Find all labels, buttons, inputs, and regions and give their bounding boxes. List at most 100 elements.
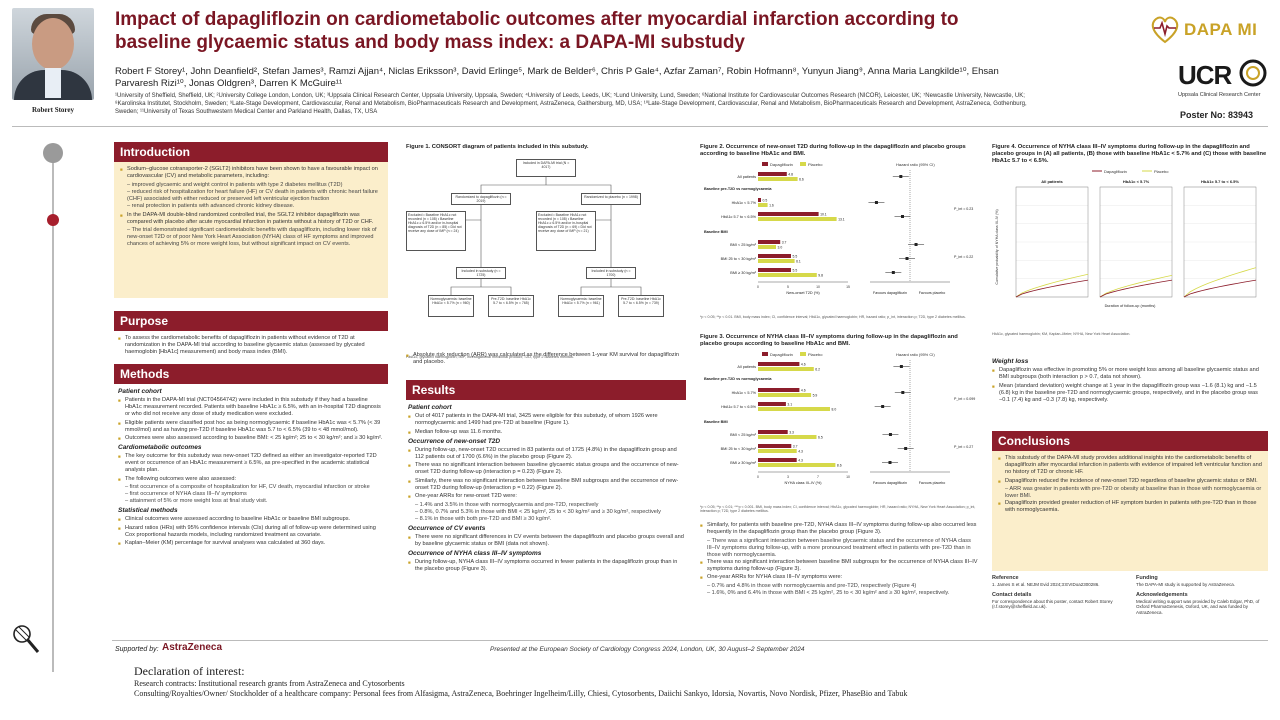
fig2-bar-placebo bbox=[758, 245, 776, 249]
results-bullet-7: There were no significant differences in… bbox=[408, 534, 684, 548]
fig3-p-int-1: P_int = 0.099 bbox=[954, 397, 975, 401]
figure-1: Figure 1. CONSORT diagram of patients in… bbox=[406, 144, 686, 359]
fig3-bar-dapa bbox=[758, 362, 800, 366]
funding-heading: Funding bbox=[1136, 575, 1158, 581]
fig4-km-placebo bbox=[1099, 274, 1173, 298]
figure-3-chart: Dapagliflozin Placebo Hazard ratio (95% CI… bbox=[704, 352, 975, 485]
reference-text: 1. James S et al. NEJM Evid 2024;3:EVIDo… bbox=[992, 581, 1100, 587]
fig2-bar-placebo-label: 13.1 bbox=[838, 218, 845, 222]
fig2-bar-dapa-label: 5.5 bbox=[793, 255, 798, 259]
arr-note: Absolute risk reduction (ARR) was calcul… bbox=[406, 352, 686, 366]
conclusions-bullet-1: This substudy of the DAPA-MI study provi… bbox=[998, 455, 1262, 476]
fig4-panel-title: All patients bbox=[1041, 179, 1063, 184]
fig3-bullet-2: There was no significant interaction bet… bbox=[700, 559, 980, 573]
left-rail-line bbox=[52, 152, 54, 672]
consort-excl-placebo: Excluded • Baseline HbA1c not recorded (… bbox=[536, 211, 596, 251]
consort-pre-placebo: Pre-T2D: baseline HbA1c 5.7 to < 6.5% (n… bbox=[618, 295, 664, 317]
intro-sub-1b: – reduced risk of hospitalization for he… bbox=[127, 188, 378, 202]
fig3-bar-placebo-label: 4.3 bbox=[798, 450, 803, 454]
fig3-fav-dapa: Favours dapagliflozin bbox=[873, 481, 907, 485]
fig2-x-tick: 5 bbox=[787, 285, 789, 289]
fig4-panel-frame bbox=[1183, 186, 1257, 298]
results-subhead-cv: Occurrence of CV events bbox=[408, 524, 486, 532]
weight-bullet-2: Mean (standard deviation) weight change … bbox=[992, 383, 1268, 404]
fig3-bullet-3: One-year ARRs for NYHA class III–IV symp… bbox=[700, 574, 980, 581]
fig2-bar-placebo bbox=[758, 259, 795, 263]
conclusions-bullet-2: Dapagliflozin reduced the incidence of n… bbox=[998, 478, 1262, 485]
intro-sub-1a: – improved glycaemic and weight control … bbox=[127, 181, 343, 188]
fig2-bar-placebo bbox=[758, 273, 817, 277]
methods-bullet-1: Patients in the DAPA-MI trial (NCT045647… bbox=[118, 397, 384, 418]
results-bullet-5: Similarly, there was no significant inte… bbox=[408, 478, 684, 492]
fig4-x-label: Duration of follow-up (months) bbox=[1105, 304, 1157, 308]
arr-note-block: Absolute risk reduction (ARR) was calcul… bbox=[406, 352, 686, 368]
fig3-row-label: HbA1c < 5.7% bbox=[732, 391, 757, 395]
fig2-p-int-2: P_int = 0.22 bbox=[954, 255, 973, 259]
poster-number: Poster No: 83943 bbox=[1180, 110, 1254, 120]
microphone-icon bbox=[13, 625, 40, 653]
fig3-row-label: BMI < 25 kg/m² bbox=[730, 433, 757, 437]
fig2-x-tick: 10 bbox=[816, 285, 820, 289]
fig2-x-tick: 0 bbox=[757, 285, 759, 289]
fig2-bar-placebo bbox=[758, 177, 798, 181]
consort-norm-placebo: Normoglycaemia: baseline HbA1c < 5.7% (n… bbox=[558, 295, 604, 317]
fig2-bar-dapa bbox=[758, 254, 791, 258]
fig3-sub-1a: – There was a significant interaction be… bbox=[707, 537, 971, 558]
fig2-bar-dapa bbox=[758, 212, 819, 216]
fig3-group-bmi: Baseline BMI bbox=[704, 420, 728, 424]
fig2-bar-placebo bbox=[758, 203, 768, 207]
fig3-fav-placebo: Favours placebo bbox=[919, 481, 946, 485]
fig2-row-label: BMI < 25 kg/m² bbox=[730, 243, 757, 247]
fig4-panel-title: HbA1c 5.7 to < 6.5% bbox=[1201, 179, 1239, 184]
fig3-hr-point bbox=[881, 405, 885, 408]
fig2-hr-point bbox=[900, 215, 904, 218]
purpose-heading: Purpose bbox=[114, 311, 388, 331]
consort-norm-dapa: Normoglycaemia: baseline HbA1c < 5.7% (n… bbox=[428, 295, 474, 317]
intro-sub-1c: – renal protection in patients with adva… bbox=[127, 202, 295, 209]
fig3-bar-placebo bbox=[758, 407, 830, 411]
fig3-bar-placebo bbox=[758, 449, 797, 453]
conclusions-heading: Conclusions bbox=[992, 431, 1268, 451]
supported-by-label: Supported by: bbox=[115, 646, 159, 653]
declaration-heading: Declaration of interest: bbox=[134, 664, 245, 678]
results-subhead-cohort: Patient cohort bbox=[408, 404, 452, 411]
declaration-line-2: Consulting/Royalties/Owner/ Stockholder … bbox=[134, 689, 908, 698]
results-bullet-8: During follow-up, NYHA class III–IV symp… bbox=[408, 559, 684, 573]
fig2-bar-dapa-label: 4.8 bbox=[788, 173, 793, 177]
fig3-x-tick: 0 bbox=[757, 475, 759, 479]
results-subhead-nyha: Occurrence of NYHA class III–IV symptoms bbox=[408, 549, 542, 557]
fig3-x-tick: 10 bbox=[846, 475, 850, 479]
intro-bullet-2: In the DAPA-MI double-blind randomized c… bbox=[120, 212, 382, 226]
fig4-legend-dapa: Dapagliflozin bbox=[1104, 169, 1127, 174]
figure-2-chart: Dapagliflozin Placebo Hazard ratio (95% CI… bbox=[704, 162, 973, 295]
fig3-bar-placebo bbox=[758, 367, 814, 371]
consort-pre-dapa: Pre-T2D: baseline HbA1c 5.7 to < 6.5% (n… bbox=[488, 295, 534, 317]
ucr-logo-subtitle: Uppsala Clinical Research Center bbox=[1178, 92, 1261, 98]
fig3-hr-point bbox=[888, 433, 892, 436]
introduction-heading: Introduction bbox=[114, 142, 388, 162]
fig3-bar-dapa bbox=[758, 444, 792, 448]
methods-bullet-8: Kaplan–Meier (KM) percentage for surviva… bbox=[118, 540, 384, 547]
fig3-sub-3b: – 1.6%, 0% and 6.4% in those with BMI < … bbox=[707, 589, 950, 596]
fig2-legend-dapa-swatch bbox=[762, 162, 768, 166]
results-subhead-t2d: Occurrence of new-onset T2D bbox=[408, 437, 501, 445]
fig2-hr-point bbox=[891, 271, 895, 274]
results-bullet-3: During follow-up, new-onset T2D occurred… bbox=[408, 447, 684, 461]
fig3-bar-placebo-label: 6.5 bbox=[818, 436, 823, 440]
consort-diagram: Included in DAPA-MI trial (N = 4017) Ran… bbox=[406, 155, 686, 345]
fig3-bar-dapa-label: 3.7 bbox=[793, 445, 798, 449]
author-list: Robert F Storey¹, John Deanfield², Stefa… bbox=[115, 66, 999, 89]
ack-text: Medical writing support was provided by … bbox=[1136, 598, 1260, 615]
figure-3: Figure 3. Occurrence of NYHA class III–I… bbox=[700, 334, 980, 513]
fig4-panel-frame bbox=[1099, 186, 1173, 298]
fig3-bullet-1: Similarly, for patients with baseline pr… bbox=[700, 522, 980, 536]
fig4-panel-frame bbox=[1015, 186, 1089, 298]
figure-3-text: Similarly, for patients with baseline pr… bbox=[700, 522, 980, 597]
weight-bullet-1: Dapagliflozin was effective in promoting… bbox=[992, 367, 1268, 381]
fig3-row-label: HbA1c 5.7 to < 6.5% bbox=[721, 405, 757, 409]
results-heading: Results bbox=[406, 380, 686, 400]
consort-rand-dapa: Randomized to dapagliflozin (n = 2019) bbox=[451, 193, 511, 205]
fig3-row-label: BMI 25 to < 30 kg/m² bbox=[721, 447, 757, 451]
fig3-group-hba1c: Baseline pre-T2D vs normoglycaemia bbox=[704, 377, 772, 381]
consort-connectors bbox=[450, 177, 642, 295]
